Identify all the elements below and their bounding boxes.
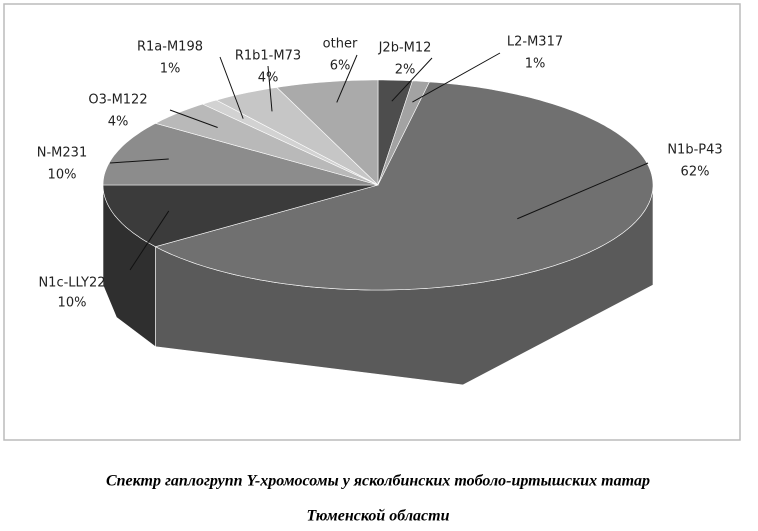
slice xyxy=(102,184,379,248)
slice-label: J2b-M12 xyxy=(378,41,432,56)
slice-label: N-M231 xyxy=(37,146,87,161)
pie xyxy=(102,79,654,386)
slice-label: O3-M122 xyxy=(88,93,147,108)
slice-label: N1b-P43 xyxy=(667,143,722,158)
slice-label: L2-M317 xyxy=(507,35,563,50)
leader-line xyxy=(391,57,433,102)
leader-line xyxy=(169,109,218,128)
value-label: 10% xyxy=(58,296,87,311)
slice-label: other xyxy=(323,37,358,52)
caption-line: Тюменской области xyxy=(307,508,450,525)
slice-label: R1b1-M73 xyxy=(235,49,301,64)
value-label: 4% xyxy=(108,115,129,130)
slice xyxy=(276,79,379,186)
value-label: 10% xyxy=(48,168,77,183)
value-label: 1% xyxy=(160,62,181,77)
slice-label: R1a-M198 xyxy=(137,40,203,55)
leader-line xyxy=(129,210,170,271)
labels: J2b-M12 2% L2-M317 1% N1b-P43 62% N1c-LLY22 10%… xyxy=(37,35,723,311)
slice xyxy=(102,122,379,186)
slice xyxy=(215,87,379,186)
leader-line xyxy=(517,162,649,220)
value-label: 4% xyxy=(258,71,279,86)
leader-line xyxy=(412,52,501,103)
leader-line xyxy=(109,158,169,164)
leader-line xyxy=(336,54,358,103)
caption-line: Спектр гаплогрупп Y-хромосомы у ясколбин… xyxy=(106,473,650,490)
value-label: 6% xyxy=(330,59,351,74)
value-label: 1% xyxy=(525,57,546,72)
slice xyxy=(154,81,654,291)
leader-line xyxy=(267,65,273,112)
value-label: 2% xyxy=(395,63,416,78)
value-label: 62% xyxy=(681,165,710,180)
slice-label: N1c-LLY22 xyxy=(38,276,105,291)
leader-line xyxy=(219,56,244,119)
